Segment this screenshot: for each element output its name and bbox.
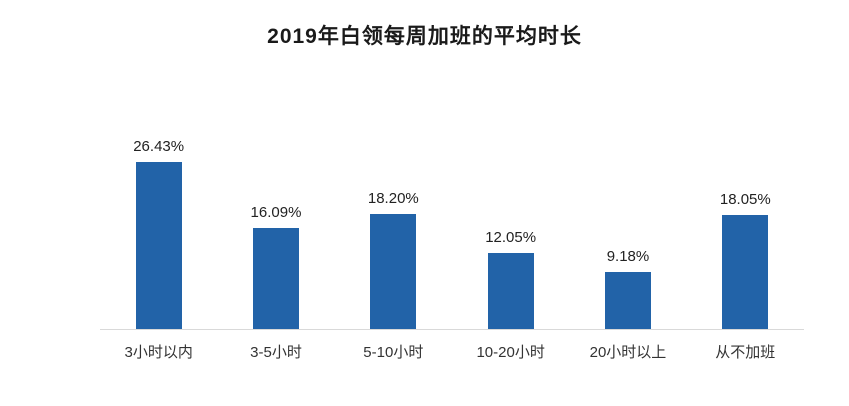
- bar-group: 26.43% 3小时以内: [101, 68, 217, 368]
- bar-group: 12.05% 10-20小时: [453, 68, 569, 368]
- bar-value-label: 18.05%: [719, 191, 771, 208]
- bar: [604, 272, 651, 330]
- bar: [370, 214, 417, 330]
- bar-value-label: 18.20%: [367, 190, 419, 207]
- bar-group: 18.20% 5-10小时: [335, 68, 451, 368]
- bar: [135, 162, 182, 330]
- category-label: 20小时以上: [589, 344, 667, 361]
- bar: [722, 215, 769, 330]
- bar-chart: 26.43% 3小时以内 16.09% 3-5小时 18.20% 5-10小时 12.05%…: [100, 68, 804, 368]
- bar-group: 18.05% 从不加班: [687, 68, 803, 368]
- bar: [487, 253, 534, 330]
- bar-value-label: 26.43%: [133, 138, 185, 155]
- bar-group: 9.18% 20小时以上: [570, 68, 686, 368]
- x-axis-line: [100, 329, 804, 330]
- category-label: 10-20小时: [476, 344, 545, 361]
- category-label: 从不加班: [715, 344, 776, 361]
- bar-columns: 26.43% 3小时以内 16.09% 3-5小时 18.20% 5-10小时 12.05%…: [100, 68, 804, 368]
- bar-value-label: 9.18%: [606, 248, 650, 265]
- bar: [252, 228, 299, 330]
- chart-title: 2019年白领每周加班的平均时长: [267, 25, 582, 48]
- category-label: 3小时以内: [124, 344, 193, 361]
- bar-value-label: 16.09%: [250, 204, 302, 221]
- category-label: 5-10小时: [363, 344, 424, 361]
- bar-group: 16.09% 3-5小时: [218, 68, 334, 368]
- category-label: 3-5小时: [250, 344, 302, 361]
- bar-value-label: 12.05%: [485, 229, 537, 246]
